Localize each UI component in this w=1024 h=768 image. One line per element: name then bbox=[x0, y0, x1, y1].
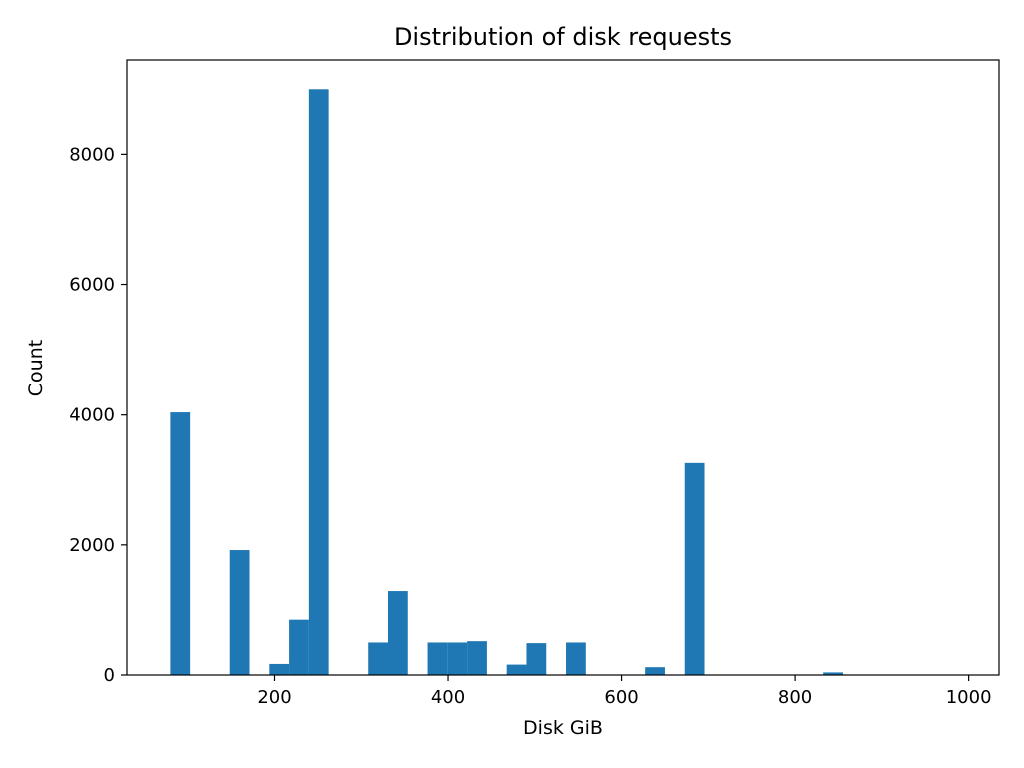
x-tick-label-3: 800 bbox=[778, 687, 812, 708]
x-tick-label-2: 600 bbox=[604, 687, 638, 708]
histogram-bar-5 bbox=[368, 642, 388, 675]
bars-group bbox=[170, 89, 982, 676]
histogram-bar-10 bbox=[506, 664, 527, 675]
y-axis-label: Count bbox=[25, 340, 47, 396]
histogram-bar-14 bbox=[684, 462, 705, 675]
y-tick-label-1: 2000 bbox=[69, 535, 115, 556]
plot-frame bbox=[126, 59, 1000, 676]
histogram-bar-4 bbox=[308, 89, 329, 676]
histogram-bar-1 bbox=[229, 550, 250, 675]
y-tick-label-3: 6000 bbox=[69, 275, 115, 296]
histogram-bar-13 bbox=[645, 667, 665, 675]
x-tick-label-1: 400 bbox=[431, 687, 465, 708]
histogram-bar-2 bbox=[269, 663, 290, 675]
y-tick-label-0: 0 bbox=[104, 665, 115, 686]
y-axis-ticks: 0 2000 4000 6000 8000 bbox=[69, 144, 127, 686]
x-tick-label-0: 200 bbox=[257, 687, 291, 708]
histogram-bar-12 bbox=[566, 642, 586, 675]
histogram-bar-15 bbox=[823, 672, 843, 675]
y-tick-label-2: 4000 bbox=[69, 405, 115, 426]
histogram-bar-6 bbox=[387, 591, 408, 675]
x-axis-label: Disk GiB bbox=[523, 717, 603, 739]
histogram-bar-0 bbox=[170, 412, 191, 675]
y-tick-label-4: 8000 bbox=[69, 144, 115, 165]
histogram-bar-3 bbox=[289, 619, 309, 675]
x-tick-label-4: 1000 bbox=[946, 687, 992, 708]
x-axis-ticks: 200 400 600 800 1000 bbox=[257, 675, 992, 708]
histogram-bar-7 bbox=[427, 642, 448, 675]
chart-title: Distribution of disk requests bbox=[394, 23, 732, 51]
histogram-bar-8 bbox=[447, 642, 468, 675]
histogram-bar-11 bbox=[526, 643, 547, 675]
histogram-bar-9 bbox=[467, 641, 487, 675]
